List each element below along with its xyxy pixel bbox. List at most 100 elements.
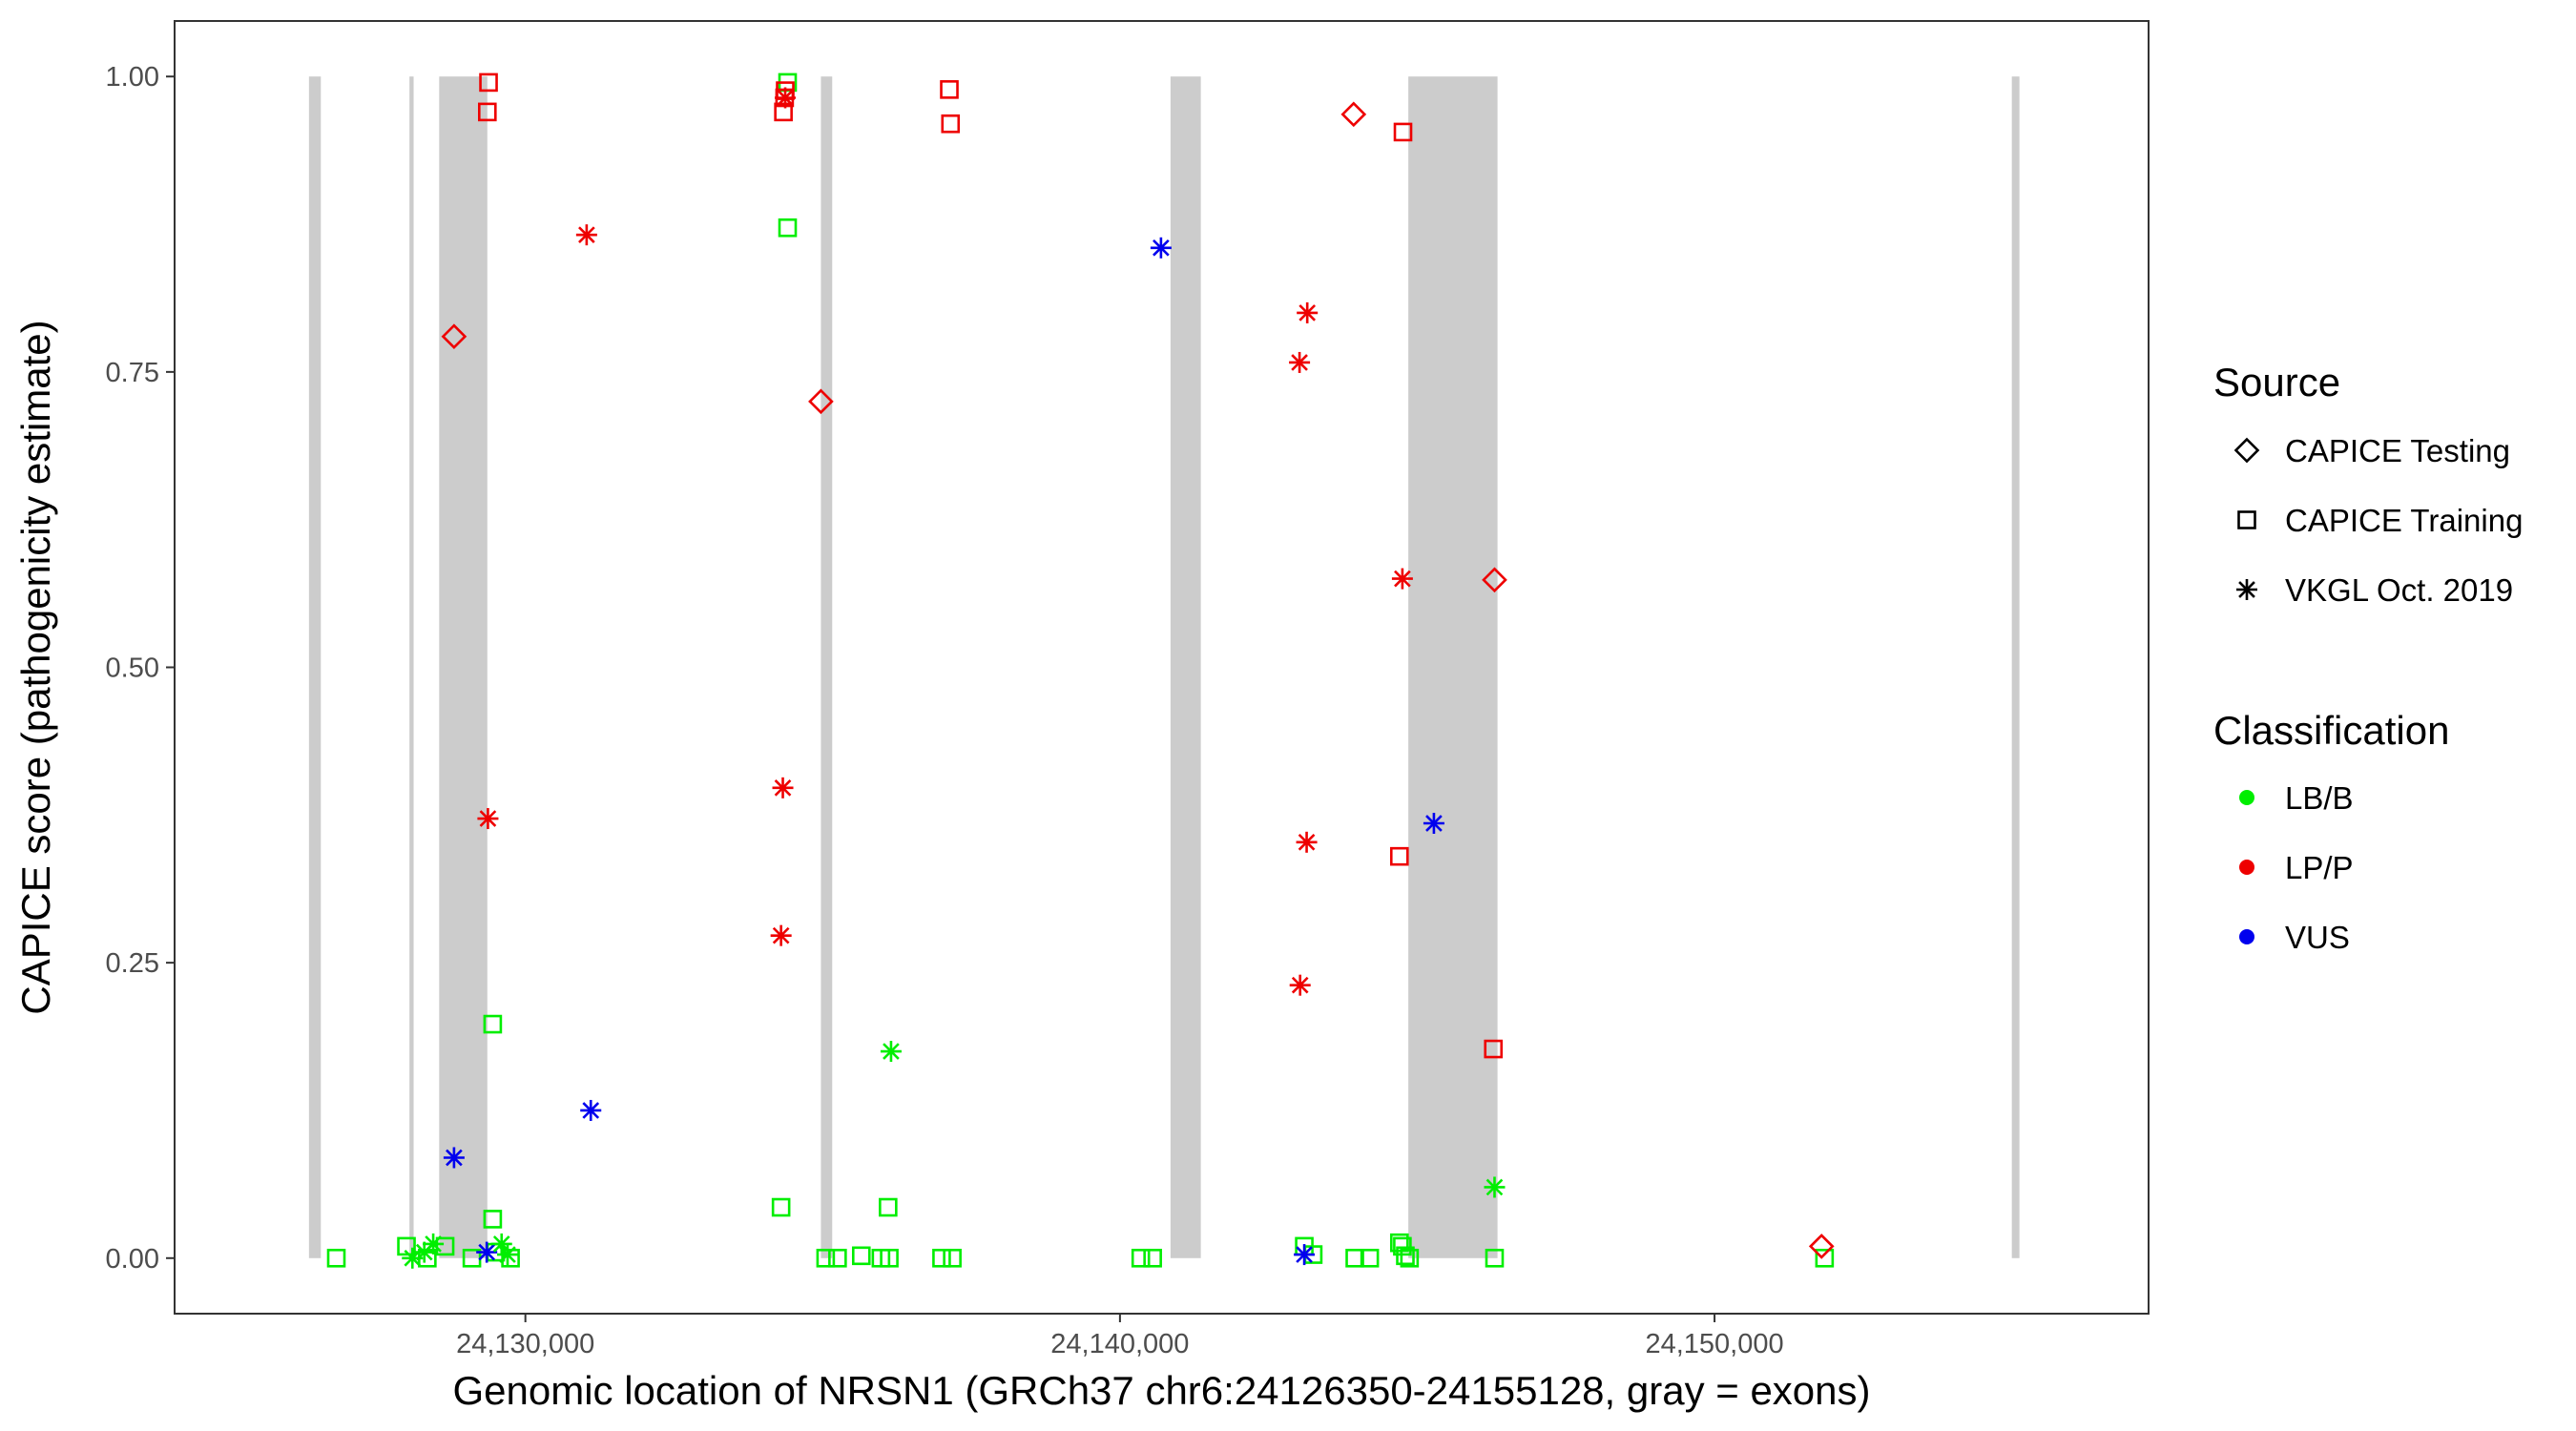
data-point-24 — [816, 1248, 836, 1268]
square-marker-shape — [1396, 1246, 1415, 1266]
data-point-30 — [943, 1248, 962, 1268]
asterisk-stroke — [1291, 354, 1308, 371]
data-point-39 — [1396, 1246, 1415, 1266]
circle-marker-shape — [2239, 929, 2254, 944]
data-point-56 — [770, 924, 792, 946]
square-marker-shape — [479, 73, 498, 93]
diamond-marker-shape — [441, 323, 467, 350]
exon-band-4 — [821, 76, 833, 1258]
square-marker-shape — [1389, 846, 1409, 866]
square-marker-shape — [483, 1014, 503, 1034]
asterisk-stroke — [425, 1235, 442, 1253]
square-marker-shape — [1360, 1248, 1380, 1268]
asterisk-stroke — [479, 810, 497, 827]
asterisk-stroke — [774, 778, 792, 797]
legend-source-title: Source — [2213, 360, 2340, 404]
asterisk-stroke — [1425, 815, 1443, 832]
legend-class-key-1 — [2239, 790, 2254, 805]
square-marker-shape — [2237, 510, 2256, 529]
data-point-54 — [477, 808, 499, 830]
data-point-36 — [1360, 1248, 1380, 1268]
data-point-8 — [941, 114, 961, 134]
legend-source-label: CAPICE Testing — [2285, 433, 2510, 468]
data-point-47 — [1808, 1234, 1835, 1259]
exon-band-3 — [439, 76, 488, 1258]
legend-source-label: CAPICE Training — [2285, 503, 2523, 538]
asterisk-stroke — [492, 1235, 510, 1253]
asterisk-stroke — [582, 1102, 600, 1119]
square-marker-shape — [1485, 1248, 1505, 1268]
data-point-9 — [1393, 122, 1413, 142]
diamond-marker-shape — [1340, 101, 1367, 128]
asterisk-stroke — [478, 1243, 496, 1261]
data-point-29 — [932, 1248, 951, 1268]
asterisk-stroke — [499, 1246, 516, 1263]
data-point-64 — [880, 1041, 902, 1063]
legend-source-label: VKGL Oct. 2019 — [2285, 572, 2513, 608]
data-point-60 — [580, 1099, 602, 1121]
legend-class-key-2 — [2239, 860, 2254, 875]
exon-band-2 — [409, 76, 414, 1258]
x-tick-label: 24,130,000 — [456, 1329, 594, 1359]
legend-class-label: LB/B — [2285, 780, 2354, 816]
data-point-49 — [775, 87, 797, 109]
circle-marker-shape — [2239, 860, 2254, 875]
data-point-68 — [423, 1233, 445, 1255]
square-marker-shape — [1400, 1248, 1420, 1268]
data-point-13 — [483, 1014, 503, 1034]
square-marker-shape — [1815, 1248, 1835, 1268]
exon-band-6 — [1408, 76, 1498, 1258]
square-marker-shape — [477, 102, 497, 122]
square-marker-shape — [1484, 1039, 1504, 1059]
exon-band-7 — [2011, 76, 2020, 1258]
square-marker-shape — [880, 1248, 899, 1268]
exon-bands — [308, 76, 2020, 1258]
data-points — [326, 73, 1835, 1269]
data-point-62 — [476, 1241, 498, 1263]
data-point-42 — [1815, 1248, 1835, 1268]
data-point-51 — [1289, 351, 1311, 373]
data-point-63 — [1294, 1244, 1316, 1266]
data-point-70 — [496, 1244, 518, 1266]
data-point-43 — [441, 323, 467, 350]
square-marker-shape — [1393, 122, 1413, 142]
asterisk-stroke — [1298, 304, 1317, 321]
square-marker-shape — [851, 1246, 871, 1266]
x-tick-label: 24,150,000 — [1645, 1329, 1783, 1359]
data-point-61 — [443, 1147, 465, 1169]
legend: Source CAPICE Testing CAPICE Training VKGL… — [2213, 360, 2523, 955]
x-axis-title: Genomic location of NRSN1 (GRCh37 chr6:2… — [452, 1368, 1870, 1413]
diamond-marker-shape — [1482, 567, 1507, 593]
asterisk-stroke — [1298, 833, 1316, 851]
y-tick-label: 0.75 — [106, 358, 159, 388]
data-point-69 — [490, 1233, 512, 1255]
data-point-45 — [1340, 101, 1367, 128]
data-point-48 — [575, 224, 597, 246]
data-point-12 — [1484, 1039, 1504, 1059]
data-point-65 — [1484, 1176, 1506, 1198]
data-point-53 — [772, 777, 794, 798]
data-point-40 — [1400, 1248, 1420, 1268]
data-point-50 — [1297, 301, 1319, 323]
y-tick-label: 0.25 — [106, 948, 159, 979]
asterisk-stroke — [1296, 1246, 1313, 1263]
square-marker-shape — [1131, 1248, 1151, 1268]
diamond-marker-shape — [1808, 1234, 1835, 1259]
data-point-25 — [828, 1248, 847, 1268]
data-point-1 — [479, 73, 498, 93]
square-marker-shape — [943, 1248, 962, 1268]
square-marker-shape — [774, 102, 793, 122]
diamond-marker-shape — [808, 388, 834, 415]
asterisk-stroke — [2238, 581, 2255, 598]
data-point-31 — [1131, 1248, 1151, 1268]
data-point-7 — [940, 80, 959, 99]
legend-class-key-3 — [2239, 929, 2254, 944]
asterisk-stroke — [1485, 1178, 1504, 1196]
square-marker-shape — [326, 1248, 346, 1268]
y-tick-label: 0.00 — [106, 1244, 159, 1275]
data-point-59 — [1423, 812, 1444, 834]
data-point-14 — [771, 1197, 791, 1217]
data-point-58 — [1150, 237, 1172, 259]
asterisk-stroke — [772, 926, 790, 944]
asterisk-stroke — [1394, 570, 1411, 588]
